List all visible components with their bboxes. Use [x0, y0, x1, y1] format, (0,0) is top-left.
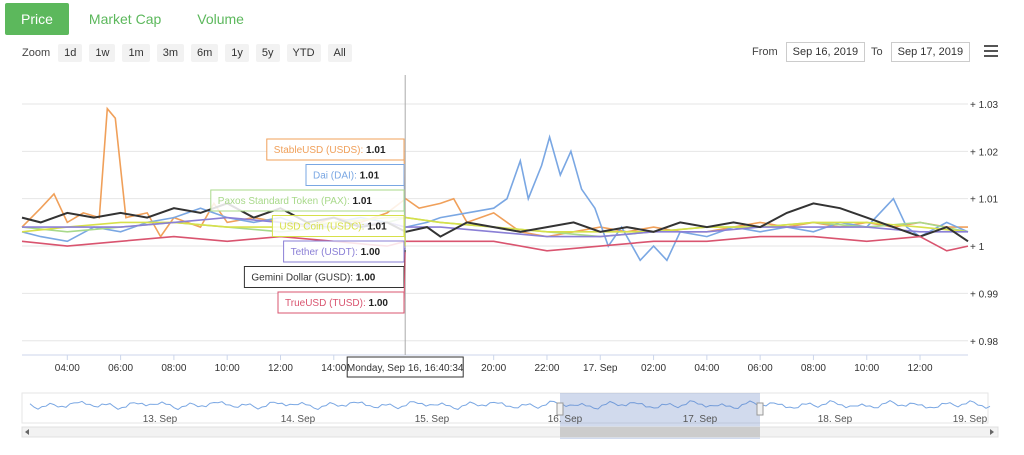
- navigator-label: 17. Sep: [683, 414, 718, 425]
- to-label: To: [871, 46, 883, 58]
- navigator-label: 16. Sep: [548, 414, 583, 425]
- zoom-1m-button[interactable]: 1m: [122, 44, 150, 62]
- zoom-label: Zoom: [22, 47, 51, 59]
- series-line-1: [21, 134, 969, 262]
- range-from: From Sep 16, 2019: [752, 42, 866, 62]
- x-tick-label: 14:00: [321, 363, 346, 374]
- navigator-frame: [21, 392, 989, 424]
- y-tick-label: + 1.01: [970, 195, 999, 206]
- zoom-6m-button[interactable]: 6m: [191, 44, 219, 62]
- chart-tabs: Price Market Cap Volume: [5, 3, 264, 35]
- x-tick-label: 08:00: [161, 363, 186, 374]
- tooltip-box: [271, 215, 405, 237]
- tooltip-box: [243, 266, 405, 288]
- x-tick-label: 04:00: [694, 363, 719, 374]
- series-line-4: [22, 216, 968, 238]
- zoom-1y-button[interactable]: 1y: [225, 44, 249, 62]
- x-tick-label: 12:00: [908, 363, 933, 374]
- from-label: From: [752, 46, 778, 58]
- x-tick-label: 08:00: [801, 363, 826, 374]
- navigator-handle: [756, 402, 764, 416]
- navigator-label: 13. Sep: [143, 414, 178, 425]
- tooltip-label: Paxos Standard Token (PAX): 1.01: [218, 196, 373, 207]
- x-tick-label: 04:00: [55, 363, 80, 374]
- series-line-0: [21, 106, 968, 239]
- navigator-label: 15. Sep: [415, 414, 450, 425]
- tooltip-label: Gemini Dollar (GUSD): 1.00: [251, 273, 375, 284]
- x-tick-label: 20:00: [481, 363, 506, 374]
- series-line-3: [21, 216, 969, 233]
- y-tick-label: + 1: [970, 242, 985, 253]
- tab-market-cap[interactable]: Market Cap: [88, 11, 162, 27]
- tooltip-box: [305, 164, 405, 186]
- navigator-handle: [556, 402, 564, 416]
- zoom-controls: Zoom 1d 1w 1m 3m 6m 1y 5y YTD All: [22, 44, 359, 62]
- tooltip-box: [283, 240, 405, 263]
- scrollbar-track: [21, 426, 999, 438]
- y-tick-label: + 1.02: [970, 147, 999, 158]
- tooltip-box: [210, 189, 405, 212]
- y-tick-label: + 1.03: [970, 100, 999, 111]
- x-tick-label: 22:00: [534, 363, 559, 374]
- series-line-5: [21, 202, 969, 243]
- tab-price[interactable]: Price: [5, 3, 69, 35]
- zoom-3m-button[interactable]: 3m: [156, 44, 184, 62]
- tooltip-label: Tether (USDT): 1.00: [291, 247, 381, 258]
- x-tick-label: 06:00: [748, 363, 773, 374]
- zoom-ytd-button[interactable]: YTD: [286, 44, 321, 62]
- x-tick-label: 17. Sep: [583, 363, 618, 374]
- scroll-left-arrow-icon: [25, 429, 29, 435]
- zoom-5y-button[interactable]: 5y: [255, 44, 280, 62]
- tab-volume[interactable]: Volume: [197, 11, 244, 27]
- scrollbar-thumb: [560, 427, 760, 437]
- series-line-6: [21, 235, 969, 252]
- time-tooltip-label: Monday, Sep 16, 16:40:34: [347, 363, 464, 374]
- navigator-label: 18. Sep: [818, 414, 853, 425]
- tooltip-label: TrueUSD (TUSD): 1.00: [285, 298, 388, 309]
- time-tooltip-box: [346, 356, 464, 378]
- navigator-series: [29, 400, 991, 411]
- x-tick-label: 10:00: [215, 363, 240, 374]
- zoom-1w-button[interactable]: 1w: [89, 44, 116, 62]
- zoom-all-button[interactable]: All: [327, 44, 352, 62]
- from-date-input[interactable]: Sep 16, 2019: [785, 42, 866, 62]
- y-tick-label: + 0.99: [970, 289, 999, 300]
- tooltip-label: StableUSD (USDS): 1.01: [274, 145, 386, 156]
- tooltip-box: [266, 138, 405, 161]
- to-date-input[interactable]: Sep 17, 2019: [890, 42, 971, 62]
- tooltip-box: [277, 291, 405, 314]
- x-tick-label: 10:00: [854, 363, 879, 374]
- navigator-label: 19. Sep: [953, 414, 988, 425]
- tooltip-label: Dai (DAI): 1.01: [313, 171, 380, 182]
- x-tick-label: 02:00: [641, 363, 666, 374]
- zoom-1d-button[interactable]: 1d: [58, 44, 83, 62]
- range-to: To Sep 17, 2019: [871, 42, 971, 62]
- navigator-label: 14. Sep: [281, 414, 316, 425]
- hamburger-menu-icon[interactable]: [984, 45, 998, 59]
- y-tick-label: + 0.98: [970, 337, 999, 348]
- tooltip-label: USD Coin (USDC): 1.01: [279, 222, 387, 233]
- x-tick-label: 12:00: [268, 363, 293, 374]
- scroll-right-arrow-icon: [990, 429, 994, 435]
- x-tick-label: 06:00: [108, 363, 133, 374]
